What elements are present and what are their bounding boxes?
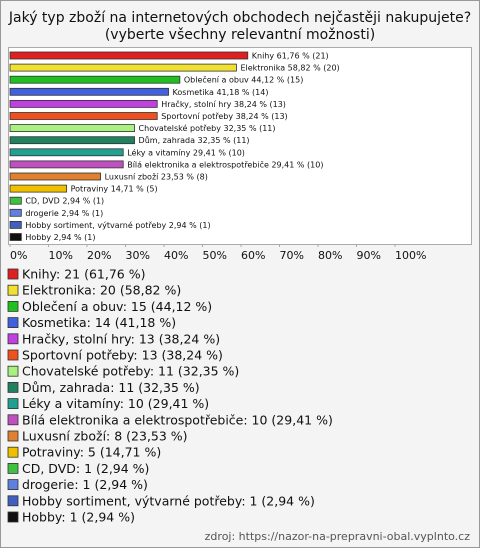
bar-label: Oblečení a obuv 44,12 % (15)	[184, 75, 303, 85]
bar-label: Hobby sortiment, výtvarné potřeby 2,94 %…	[25, 220, 210, 230]
legend-swatch	[7, 414, 19, 426]
legend-swatch	[7, 268, 19, 280]
bar-label: Léky a vitamíny 29,41 % (10)	[127, 147, 245, 157]
legend-label: Hobby sortiment, výtvarné potřeby: 1 (2,…	[22, 493, 315, 508]
x-tick-label: 50%	[203, 249, 227, 262]
legend-swatch	[7, 300, 19, 312]
legend-swatch	[7, 446, 19, 458]
bar	[9, 220, 22, 229]
legend-swatch	[7, 479, 19, 491]
x-tick-label: 90%	[357, 249, 381, 262]
bar	[9, 233, 22, 241]
legend-label: Hobby: 1 (2,94 %)	[22, 510, 135, 525]
bar-label: Potraviny 14,71 % (5)	[71, 185, 158, 194]
legend-swatch	[7, 333, 19, 345]
bar	[9, 100, 158, 108]
bar	[9, 184, 68, 193]
legend-swatch	[7, 398, 19, 410]
x-tick-label: 0%	[10, 249, 27, 262]
bar	[9, 124, 135, 132]
legend-label: drogerie: 1 (2,94 %)	[22, 477, 148, 492]
legend-swatch	[7, 511, 19, 523]
legend-label: Oblečení a obuv: 15 (44,12 %)	[22, 299, 212, 314]
x-tick-label: 60%	[241, 249, 265, 262]
bar	[9, 87, 169, 96]
bar	[9, 160, 124, 169]
legend-swatch	[7, 365, 19, 377]
bar	[9, 51, 249, 60]
bar-label: Bílá elektronika a elektrospotřebiče 29,…	[127, 159, 323, 169]
legend-swatch	[7, 430, 19, 442]
bar	[9, 196, 22, 205]
legend-label: Bílá elektronika a elektrospotřebiče: 10…	[22, 412, 333, 427]
bar-label: Kosmetika 41,18 % (14)	[173, 88, 269, 97]
bar-label: Dům, zahrada 32,35 % (11)	[139, 135, 250, 145]
bar	[9, 136, 135, 145]
bar-label: Hračky, stolní hry 38,24 % (13)	[161, 99, 286, 109]
chart-title: Jaký typ zboží na internetových obchodec…	[8, 10, 471, 26]
legend-label: CD, DVD: 1 (2,94 %)	[22, 461, 149, 476]
legend-label: Léky a vitamíny: 10 (29,41 %)	[22, 396, 209, 411]
legend-swatch	[7, 284, 19, 296]
legend-label: Chovatelské potřeby: 11 (32,35 %)	[22, 364, 239, 379]
legend-label: Hračky, stolní hry: 13 (38,24 %)	[22, 331, 220, 346]
legend-swatch	[7, 495, 19, 507]
legend-label: Elektronika: 20 (58,82 %)	[22, 283, 181, 298]
legend-label: Sportovní potřeby: 13 (38,24 %)	[22, 348, 223, 363]
legend-swatch	[7, 381, 19, 393]
x-tick-label: 80%	[318, 249, 342, 262]
bar	[9, 75, 181, 84]
legend-swatch	[7, 349, 19, 361]
legend-label: Dům, zahrada: 11 (32,35 %)	[22, 380, 200, 395]
bar	[9, 63, 237, 72]
source: zdroj: https://nazor-na-prepravni-obal.v…	[205, 530, 471, 543]
bar	[9, 112, 158, 120]
bar-label: Chovatelské potřeby 32,35 % (11)	[139, 123, 276, 133]
bar-label: Luxusní zboží 23,53 % (8)	[105, 173, 208, 182]
bar-label: Hobby 2,94 % (1)	[25, 233, 95, 242]
legend-label: Kosmetika: 14 (41,18 %)	[22, 315, 176, 330]
x-tick-label: 30%	[126, 249, 150, 262]
legend-swatch	[7, 317, 19, 329]
bar-label: Elektronika 58,82 % (20)	[240, 64, 339, 73]
bar	[9, 208, 22, 217]
x-tick-label: 100%	[395, 249, 426, 262]
bar-label: CD, DVD 2,94 % (1)	[25, 197, 104, 206]
legend-label: Potraviny: 5 (14,71 %)	[22, 445, 161, 460]
bar-label: Sportovní potřeby 38,24 % (13)	[161, 112, 287, 121]
bar-label: drogerie 2,94 % (1)	[25, 209, 103, 218]
x-tick-label: 70%	[280, 249, 304, 262]
bar	[9, 148, 124, 157]
chart-subtitle: (vyberte všechny relevantní možnosti)	[105, 27, 375, 43]
legend-label: Knihy: 21 (61,76 %)	[22, 267, 145, 282]
x-tick-label: 40%	[164, 249, 188, 262]
legend-swatch	[7, 462, 19, 474]
x-tick-label: 20%	[87, 249, 111, 262]
bar	[9, 172, 101, 181]
legend-label: Luxusní zboží: 8 (23,53 %)	[22, 429, 188, 444]
bar-label: Knihy 61,76 % (21)	[252, 52, 329, 61]
x-tick-label: 10%	[49, 249, 73, 262]
